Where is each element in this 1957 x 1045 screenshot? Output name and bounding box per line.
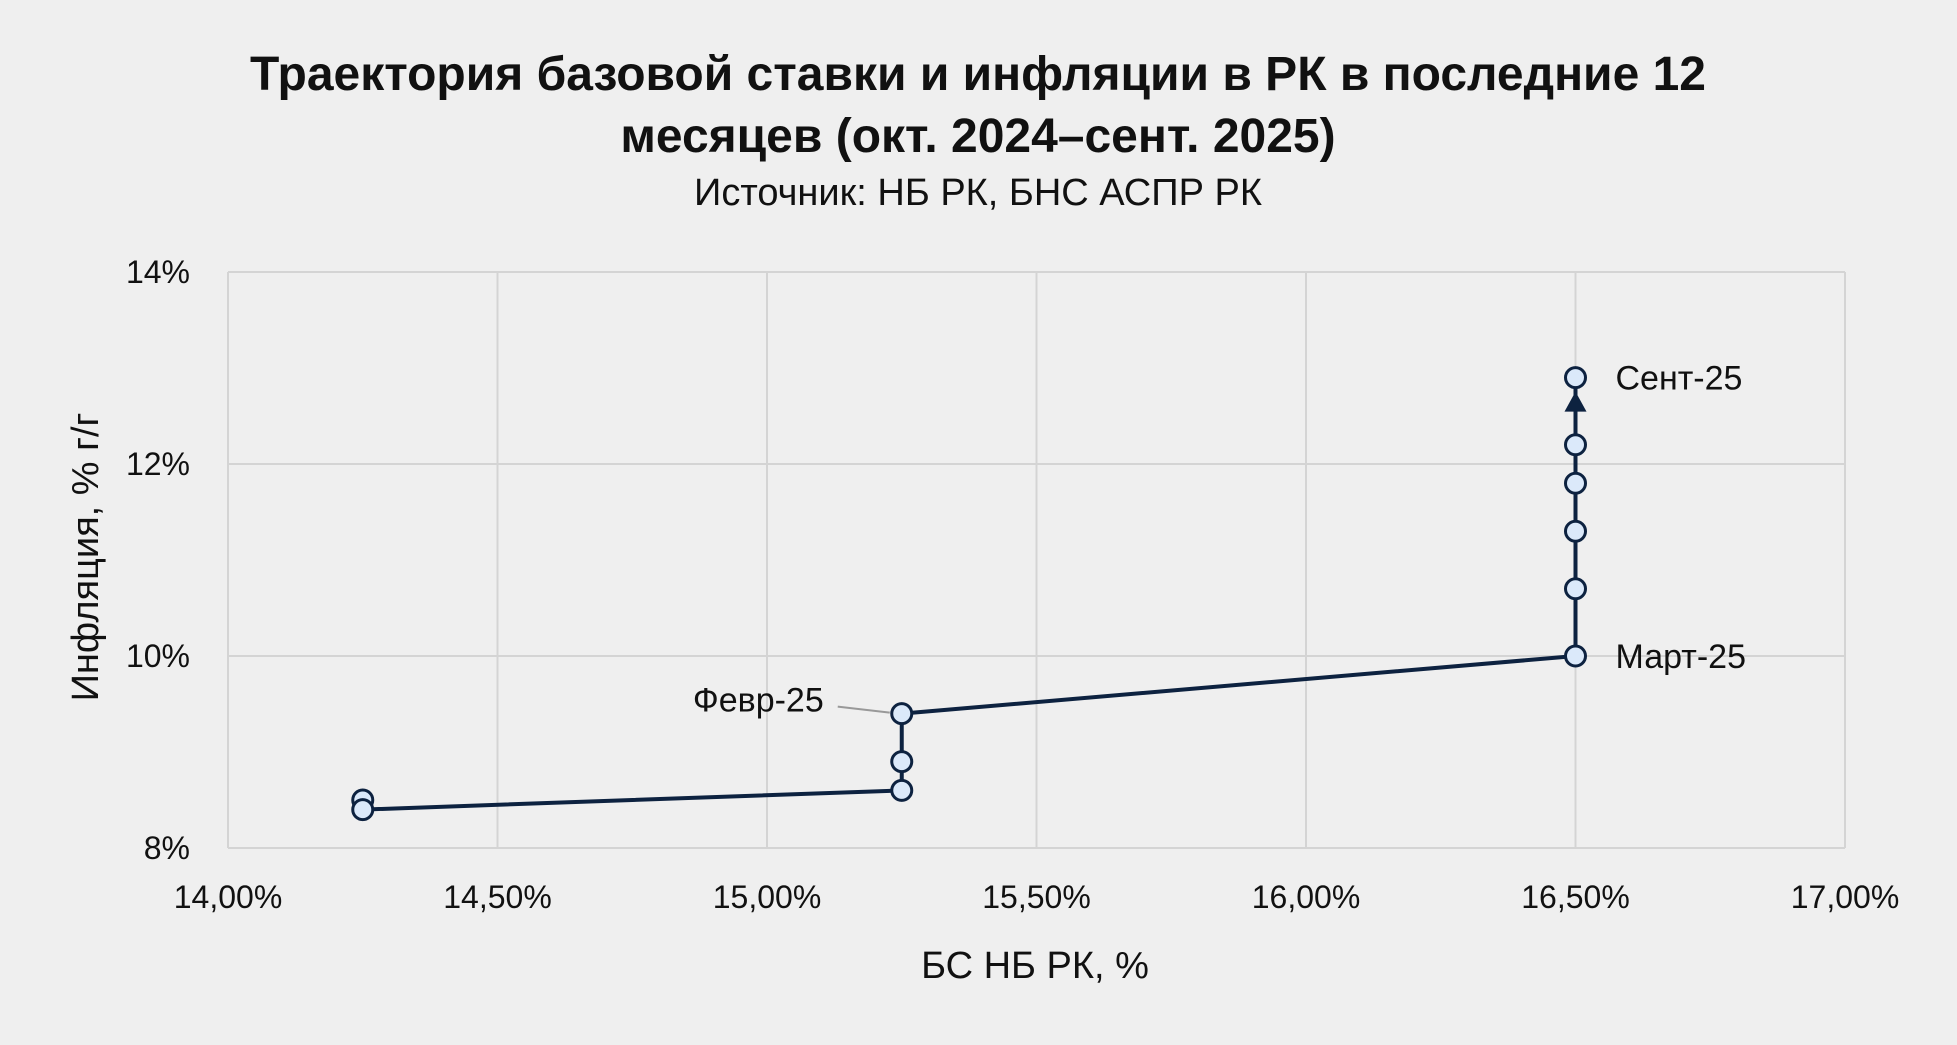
y-tick-label: 12% [126, 446, 190, 482]
x-tick-label: 15,50% [982, 879, 1091, 915]
chart-title-line-1: Траектория базовой ставки и инфляции в Р… [250, 48, 1706, 101]
series-segment [899, 654, 1578, 716]
point-annotation: Сент-25 [1616, 360, 1743, 398]
x-tick-label: 15,00% [713, 879, 822, 915]
y-tick-label: 8% [144, 830, 190, 866]
data-point [890, 778, 914, 802]
annotations: Февр-25 Март-25 Сент-25 [693, 360, 1746, 720]
data-point [1564, 519, 1587, 543]
x-tick-label: 14,50% [443, 879, 552, 915]
data-point [351, 798, 375, 822]
data-point [1564, 577, 1587, 601]
tick-labels: 14,00% 14,50% 15,00% 15,50% 16,00% 16,50% 17,0… [126, 254, 1899, 915]
series-segment [360, 788, 904, 812]
chart-subtitle: Источник: НБ РК, БНС АСПР РК [694, 172, 1262, 214]
series [351, 366, 1587, 822]
point-annotation: Март-25 [1616, 638, 1747, 676]
x-axis-label: БС НБ РК, % [921, 945, 1149, 987]
data-point [1564, 471, 1587, 495]
data-point [890, 750, 914, 774]
x-tick-label: 16,00% [1252, 879, 1361, 915]
data-point [1564, 366, 1587, 390]
y-tick-label: 14% [126, 254, 190, 290]
x-tick-label: 14,00% [174, 879, 283, 915]
chart-title-line-2: месяцев (окт. 2024–сент. 2025) [620, 110, 1335, 163]
x-tick-label: 16,50% [1521, 879, 1630, 915]
data-point [1564, 644, 1587, 668]
data-point [890, 702, 914, 726]
annotation-leader-line [837, 705, 890, 714]
y-axis-label: Инфляция, % г/г [65, 413, 107, 702]
x-tick-label: 17,00% [1791, 879, 1900, 915]
point-annotation: Февр-25 [693, 682, 824, 720]
series-arrowhead [1564, 391, 1587, 412]
data-point [1564, 433, 1587, 457]
y-tick-label: 10% [126, 638, 190, 674]
